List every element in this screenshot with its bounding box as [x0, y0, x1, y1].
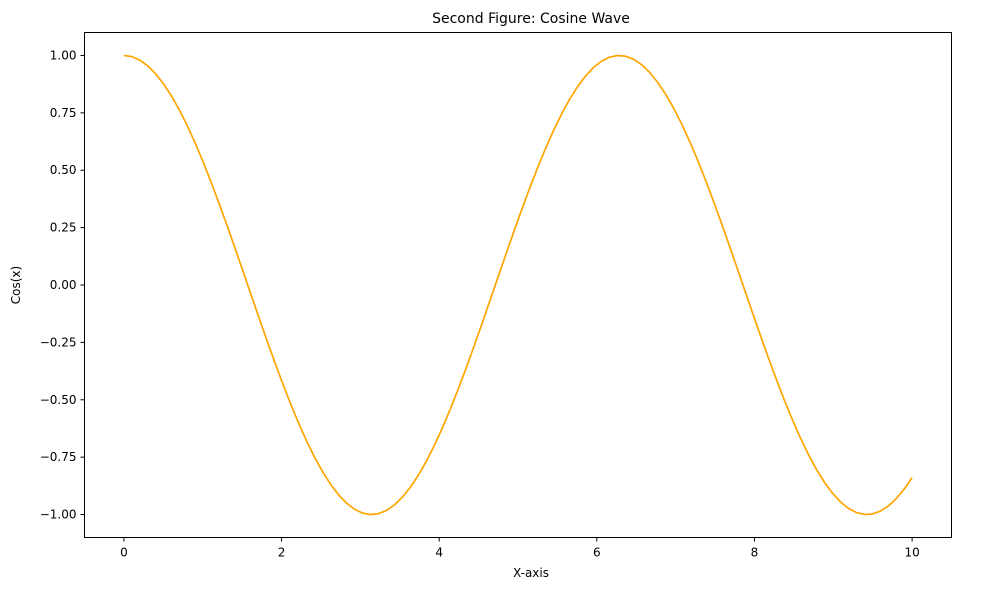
y-axis-label: Cos(x) — [9, 266, 23, 304]
y-tick-label: 0.00 — [50, 278, 77, 292]
series-line-cosine — [123, 54, 913, 516]
y-tick-label: 0.75 — [50, 106, 77, 120]
plot-area: 1.00 0.75 0.50 0.25 0.00 −0.25 −0.50 −0.75 −1.00… — [40, 32, 952, 560]
x-axis: 0 2 4 6 8 10 — [120, 537, 920, 560]
y-tick-label: 1.00 — [50, 48, 77, 62]
x-tick-label: 4 — [435, 546, 443, 560]
x-tick-label: 6 — [593, 546, 601, 560]
x-tick-label: 10 — [904, 546, 919, 560]
x-tick-label: 8 — [751, 546, 759, 560]
y-tick-label: −1.00 — [40, 508, 77, 522]
y-tick-label: 0.50 — [50, 163, 77, 177]
y-tick-label: −0.25 — [40, 335, 77, 349]
plot-frame — [84, 32, 952, 538]
x-axis-label: X-axis — [513, 566, 549, 580]
chart-title: Second Figure: Cosine Wave — [432, 11, 630, 27]
x-tick-label: 0 — [120, 546, 128, 560]
x-tick-label: 2 — [278, 546, 286, 560]
y-tick-label: 0.25 — [50, 221, 77, 235]
y-axis: 1.00 0.75 0.50 0.25 0.00 −0.25 −0.50 −0.75 −1.00 — [40, 48, 85, 522]
y-tick-label: −0.75 — [40, 450, 77, 464]
y-tick-label: −0.50 — [40, 393, 77, 407]
